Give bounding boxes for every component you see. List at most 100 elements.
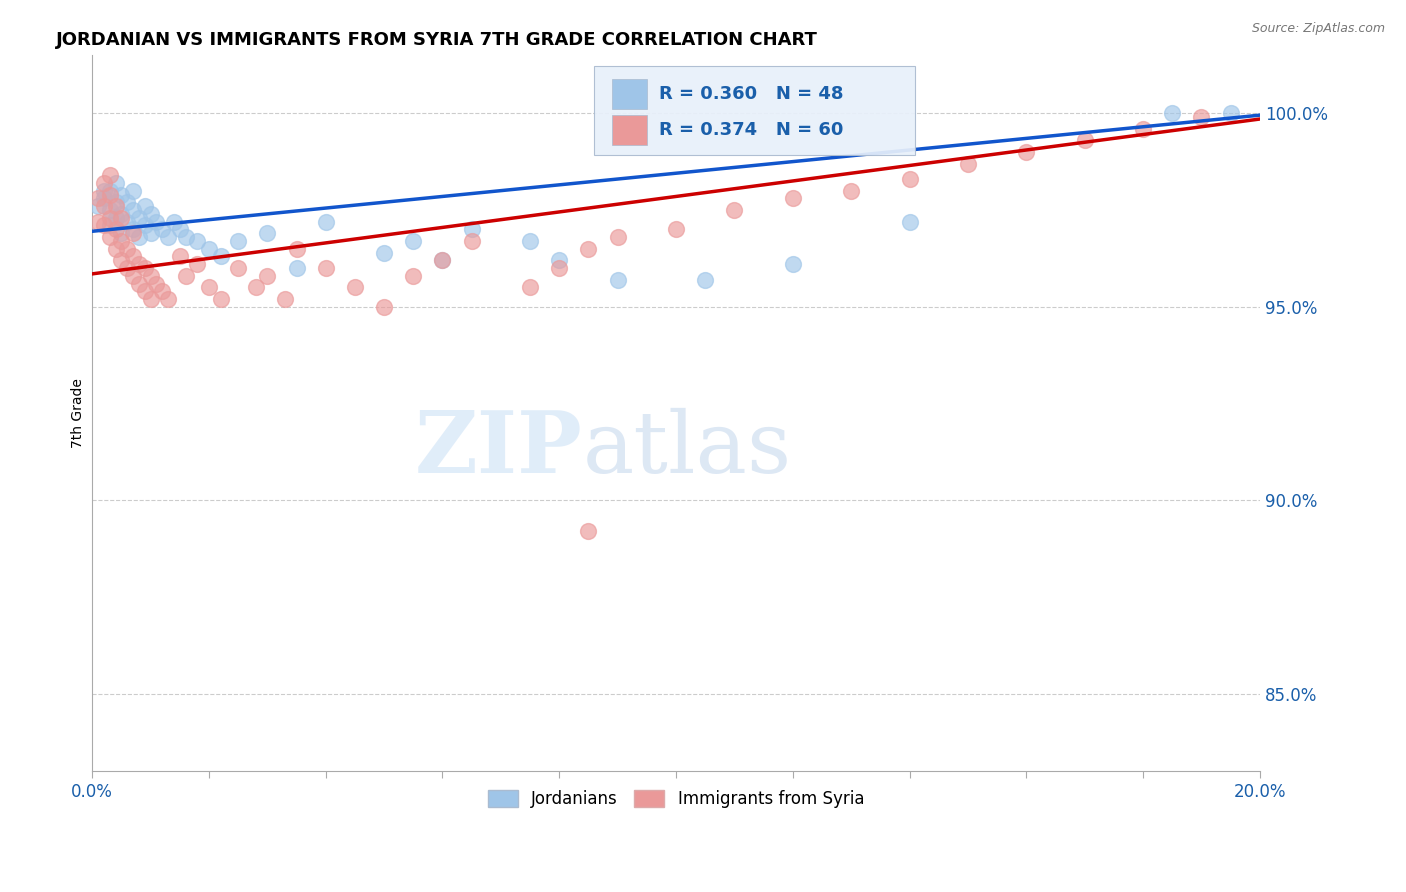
Point [186, 234, 208, 248]
Point [98, 230, 121, 244]
Point [186, 257, 208, 271]
Point [110, 211, 132, 225]
Point [898, 172, 921, 186]
Point [104, 222, 127, 236]
Point [93, 176, 115, 190]
Text: atlas: atlas [582, 408, 792, 491]
Point [104, 199, 127, 213]
Point [169, 222, 191, 236]
Point [98, 168, 121, 182]
Point [274, 292, 297, 306]
Text: R = 0.360   N = 48: R = 0.360 N = 48 [658, 85, 844, 103]
Point [150, 222, 173, 236]
Point [578, 242, 600, 256]
Point [226, 234, 249, 248]
Text: R = 0.374   N = 60: R = 0.374 N = 60 [658, 120, 842, 138]
Bar [612, 114, 647, 145]
Point [110, 253, 132, 268]
Point [174, 268, 197, 283]
Point [110, 207, 132, 221]
Point [519, 280, 541, 294]
Point [432, 253, 454, 268]
Point [93, 191, 115, 205]
Point [93, 184, 115, 198]
Point [122, 268, 145, 283]
Point [115, 214, 138, 228]
Point [665, 222, 688, 236]
FancyBboxPatch shape [595, 66, 915, 155]
Point [98, 187, 121, 202]
Point [1191, 110, 1213, 124]
Point [956, 156, 979, 170]
Point [245, 280, 267, 294]
Point [134, 219, 156, 233]
Point [373, 245, 395, 260]
Point [285, 261, 308, 276]
Point [122, 222, 145, 236]
Point [134, 261, 156, 276]
Point [1219, 106, 1241, 120]
Point [139, 226, 162, 240]
Point [782, 191, 804, 205]
Point [402, 268, 425, 283]
Point [226, 261, 249, 276]
Point [174, 230, 197, 244]
Point [128, 277, 150, 291]
Text: JORDANIAN VS IMMIGRANTS FROM SYRIA 7TH GRADE CORRELATION CHART: JORDANIAN VS IMMIGRANTS FROM SYRIA 7TH G… [56, 31, 818, 49]
Point [695, 273, 717, 287]
Point [163, 214, 186, 228]
Point [87, 199, 110, 213]
Point [110, 234, 132, 248]
Point [373, 300, 395, 314]
Point [104, 176, 127, 190]
Point [578, 524, 600, 539]
Point [98, 202, 121, 217]
Point [128, 230, 150, 244]
Point [115, 242, 138, 256]
Point [104, 211, 127, 225]
Point [122, 184, 145, 198]
Point [93, 219, 115, 233]
Point [898, 214, 921, 228]
Point [145, 277, 167, 291]
Point [110, 226, 132, 240]
Point [139, 207, 162, 221]
Point [110, 187, 132, 202]
Point [343, 280, 366, 294]
Point [839, 184, 862, 198]
Point [150, 285, 173, 299]
Bar [612, 78, 647, 109]
Point [122, 226, 145, 240]
Point [285, 242, 308, 256]
Point [256, 268, 278, 283]
Point [1073, 133, 1095, 147]
Point [157, 292, 180, 306]
Point [606, 230, 628, 244]
Y-axis label: 7th Grade: 7th Grade [72, 378, 86, 448]
Point [402, 234, 425, 248]
Point [104, 242, 127, 256]
Point [548, 253, 571, 268]
Point [122, 202, 145, 217]
Point [145, 214, 167, 228]
Point [104, 195, 127, 210]
Point [1161, 106, 1184, 120]
Legend: Jordanians, Immigrants from Syria: Jordanians, Immigrants from Syria [479, 782, 873, 817]
Point [198, 280, 221, 294]
Point [723, 202, 745, 217]
Point [169, 250, 191, 264]
Point [198, 242, 221, 256]
Point [315, 214, 337, 228]
Point [519, 234, 541, 248]
Point [115, 195, 138, 210]
Point [606, 273, 628, 287]
Point [134, 199, 156, 213]
Point [98, 219, 121, 233]
Point [122, 250, 145, 264]
Point [87, 214, 110, 228]
Point [1132, 121, 1154, 136]
Point [93, 199, 115, 213]
Point [98, 184, 121, 198]
Text: ZIP: ZIP [415, 407, 582, 491]
Point [128, 211, 150, 225]
